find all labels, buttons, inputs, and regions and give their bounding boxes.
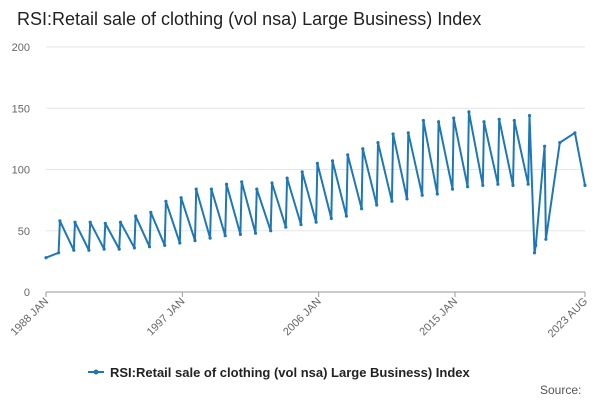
data-point[interactable] bbox=[420, 193, 424, 197]
data-point[interactable] bbox=[511, 183, 515, 187]
data-point[interactable] bbox=[583, 183, 587, 187]
legend-swatch-marker bbox=[93, 369, 99, 375]
data-point[interactable] bbox=[149, 210, 153, 214]
data-point[interactable] bbox=[132, 246, 136, 250]
data-point[interactable] bbox=[376, 141, 380, 145]
data-point[interactable] bbox=[482, 120, 486, 124]
data-point[interactable] bbox=[44, 256, 48, 260]
y-tick-label: 0 bbox=[24, 287, 30, 299]
chart-title: RSI:Retail sale of clothing (vol nsa) La… bbox=[17, 9, 481, 29]
data-point[interactable] bbox=[223, 234, 227, 238]
data-point[interactable] bbox=[238, 232, 242, 236]
data-point[interactable] bbox=[57, 251, 61, 255]
data-point[interactable] bbox=[58, 219, 62, 223]
data-point[interactable] bbox=[329, 216, 333, 221]
data-point[interactable] bbox=[405, 197, 409, 201]
data-point[interactable] bbox=[435, 192, 439, 196]
data-point[interactable] bbox=[194, 187, 198, 191]
data-point[interactable] bbox=[467, 110, 471, 114]
y-tick-label: 150 bbox=[12, 103, 30, 115]
data-point[interactable] bbox=[240, 180, 244, 184]
data-point[interactable] bbox=[532, 251, 537, 255]
data-point[interactable] bbox=[558, 141, 562, 145]
data-point[interactable] bbox=[315, 161, 319, 165]
data-point[interactable] bbox=[208, 236, 212, 240]
x-tick-labels: 1988 JAN 1997 JAN 2006 JAN 2015 JAN 2023 AUG bbox=[8, 292, 590, 340]
data-point[interactable] bbox=[103, 221, 107, 225]
x-tick-label: 2006 JAN bbox=[281, 296, 324, 339]
data-point[interactable] bbox=[179, 196, 183, 200]
x-tick-label: 2023 AUG bbox=[546, 296, 590, 340]
data-point[interactable] bbox=[512, 118, 516, 123]
legend-label: RSI:Retail sale of clothing (vol nsa) La… bbox=[110, 365, 471, 380]
data-point[interactable] bbox=[481, 183, 485, 187]
data-point[interactable] bbox=[72, 248, 76, 252]
source-label: Source: bbox=[540, 383, 581, 397]
y-tick-labels: 0 50 100 150 200 bbox=[12, 42, 30, 299]
data-point[interactable] bbox=[534, 243, 538, 247]
data-point[interactable] bbox=[87, 248, 91, 252]
data-point[interactable] bbox=[360, 207, 364, 211]
data-point[interactable] bbox=[497, 117, 501, 121]
data-point[interactable] bbox=[361, 147, 365, 151]
data-point[interactable] bbox=[344, 214, 348, 218]
data-point[interactable] bbox=[255, 187, 259, 191]
data-point[interactable] bbox=[269, 229, 273, 233]
data-point[interactable] bbox=[300, 170, 304, 174]
data-point[interactable] bbox=[526, 182, 530, 186]
data-point[interactable] bbox=[330, 159, 335, 163]
data-point[interactable] bbox=[543, 144, 547, 148]
series-layer bbox=[44, 110, 587, 260]
data-point[interactable] bbox=[270, 181, 274, 185]
data-point[interactable] bbox=[102, 247, 106, 251]
data-point[interactable] bbox=[193, 239, 197, 243]
data-point[interactable] bbox=[375, 203, 379, 207]
data-point[interactable] bbox=[314, 220, 318, 224]
data-point[interactable] bbox=[544, 237, 548, 241]
y-tick-label: 200 bbox=[12, 42, 30, 54]
data-point[interactable] bbox=[134, 214, 138, 218]
data-point[interactable] bbox=[437, 120, 441, 124]
data-point[interactable] bbox=[466, 185, 470, 189]
data-point[interactable] bbox=[421, 118, 425, 123]
data-point[interactable] bbox=[452, 116, 456, 120]
data-point[interactable] bbox=[164, 199, 168, 203]
data-point[interactable] bbox=[573, 131, 577, 135]
data-point[interactable] bbox=[253, 231, 258, 235]
data-point[interactable] bbox=[88, 220, 92, 224]
legend[interactable]: RSI:Retail sale of clothing (vol nsa) La… bbox=[88, 365, 471, 380]
y-tick-label: 100 bbox=[12, 165, 30, 177]
data-point[interactable] bbox=[224, 182, 229, 186]
data-point[interactable] bbox=[209, 187, 213, 191]
data-point[interactable] bbox=[284, 225, 288, 229]
data-point[interactable] bbox=[391, 132, 395, 136]
data-point[interactable] bbox=[390, 199, 394, 203]
x-tick-label: 1988 JAN bbox=[8, 296, 51, 339]
x-tick-label: 1997 JAN bbox=[145, 296, 188, 339]
data-point[interactable] bbox=[496, 182, 500, 186]
data-point[interactable] bbox=[527, 114, 532, 118]
data-point[interactable] bbox=[299, 223, 303, 227]
data-point[interactable] bbox=[163, 243, 167, 247]
y-tick-label: 50 bbox=[18, 226, 30, 238]
data-point[interactable] bbox=[450, 187, 455, 191]
data-point[interactable] bbox=[147, 245, 152, 249]
data-point[interactable] bbox=[285, 176, 289, 180]
x-tick-label: 2015 JAN bbox=[417, 296, 460, 339]
data-point[interactable] bbox=[346, 153, 350, 157]
series-line bbox=[45, 110, 586, 259]
data-point[interactable] bbox=[73, 220, 77, 224]
data-point[interactable] bbox=[178, 241, 182, 245]
data-point[interactable] bbox=[117, 247, 121, 251]
data-point[interactable] bbox=[406, 131, 410, 135]
data-point[interactable] bbox=[118, 220, 123, 224]
